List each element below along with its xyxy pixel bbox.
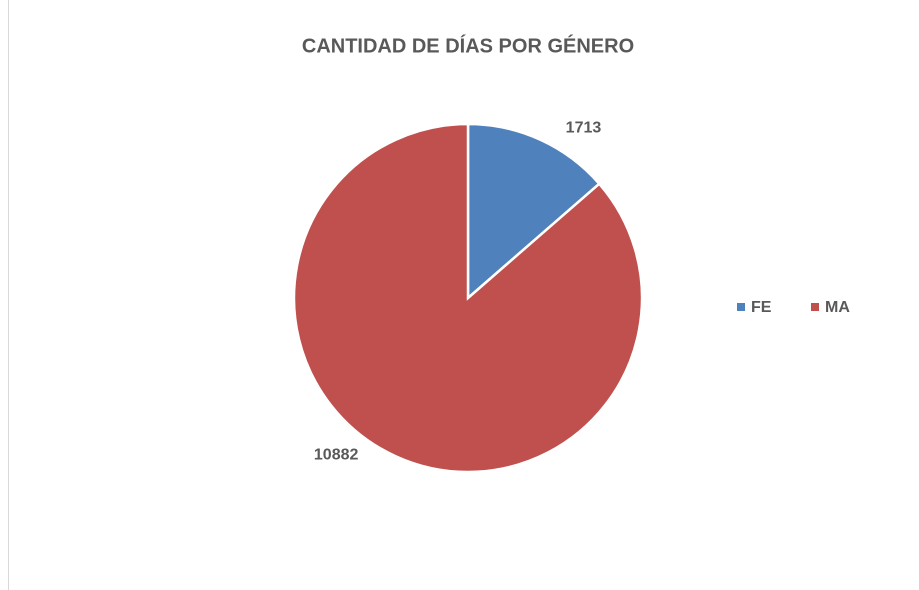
chart-title: CANTIDAD DE DÍAS POR GÉNERO xyxy=(302,34,634,57)
data-label: 10882 xyxy=(314,447,359,464)
legend-swatch xyxy=(811,303,819,311)
legend-swatch xyxy=(737,303,745,311)
legend-label: MA xyxy=(825,299,850,316)
pie-slice xyxy=(292,122,644,474)
legend-label: FE xyxy=(751,299,772,316)
pie-slice xyxy=(466,122,602,301)
data-label: 1713 xyxy=(566,119,602,136)
